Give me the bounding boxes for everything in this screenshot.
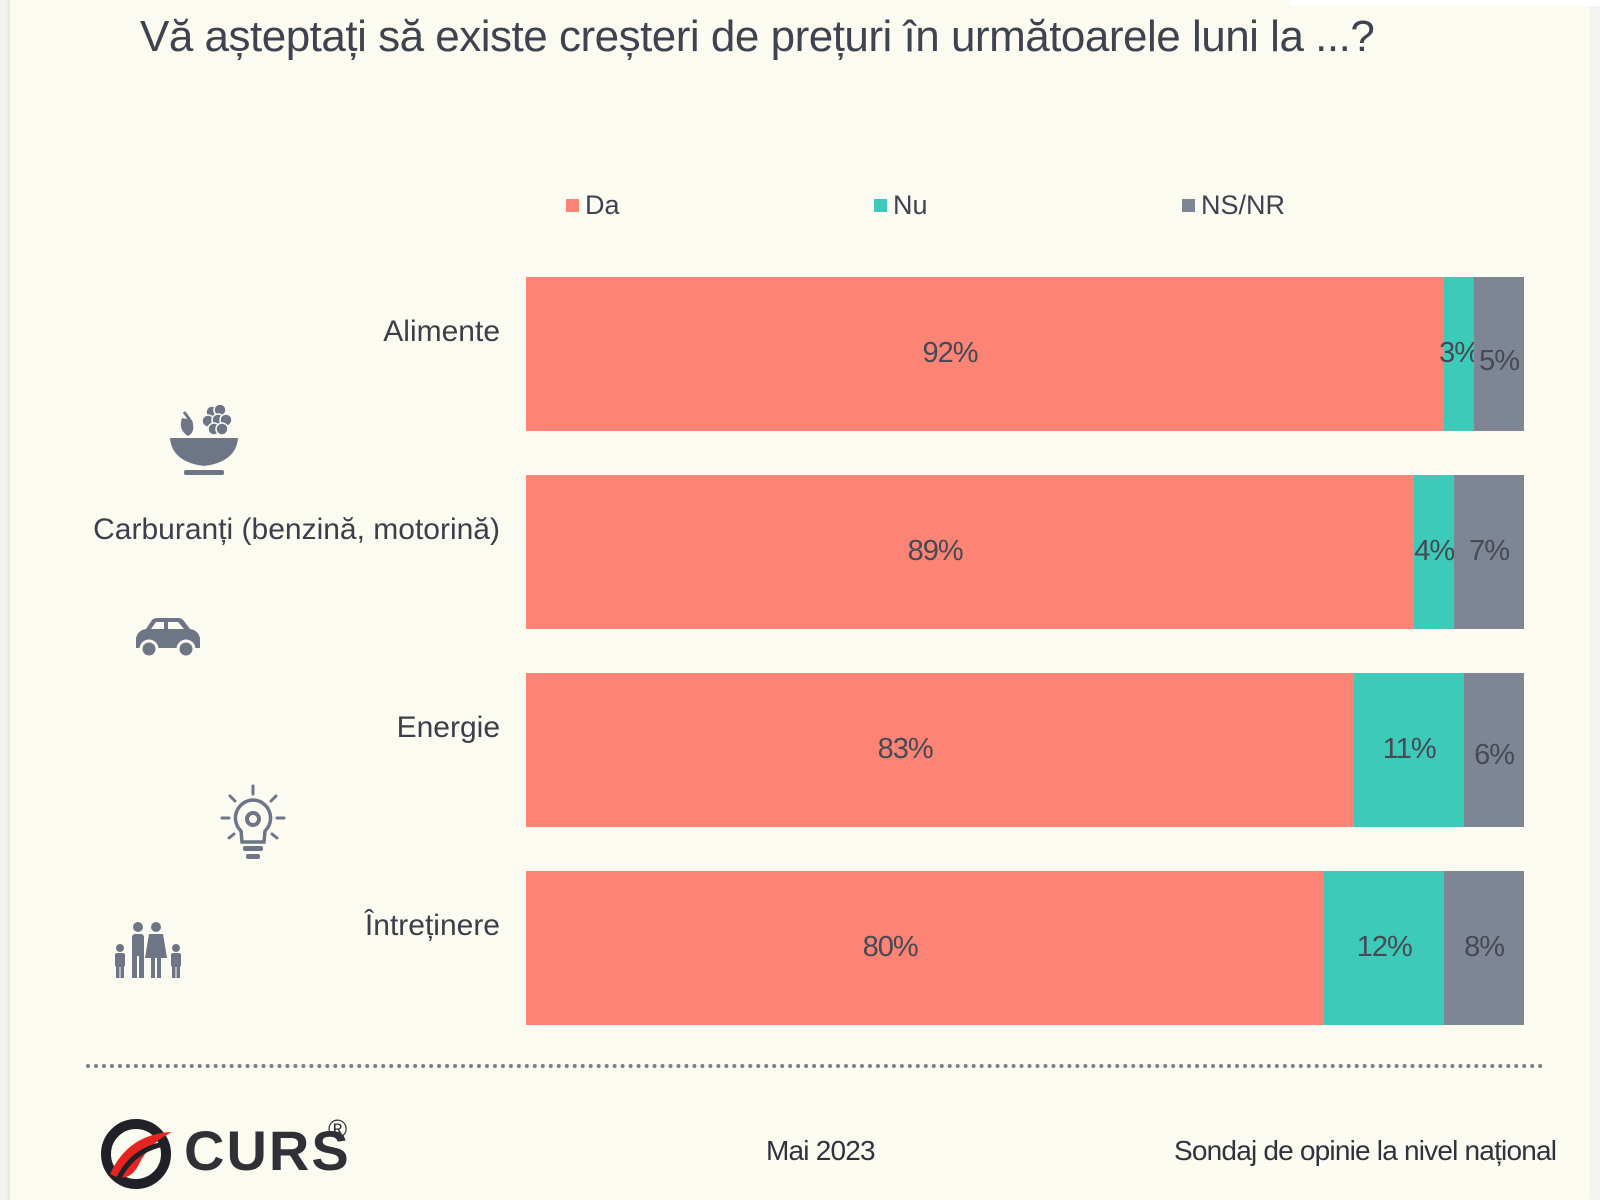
bar-segment [526,673,1355,827]
legend-item-0: Da [566,190,620,221]
bar-row: 89% 4% 7% [526,475,1524,629]
logo-registered-mark: ® [328,1114,348,1144]
bar-segment [1464,673,1524,827]
legend-item-2: NS/NR [1182,190,1285,221]
category-label: Alimente [383,315,500,348]
data-label: 11% [1382,733,1437,765]
legend-item-1: Nu [874,190,928,221]
bar-segment [1454,475,1524,629]
legend-swatch [874,199,887,212]
category-label: Întreținere [364,909,500,942]
bar-segment [1474,277,1524,431]
bar-segment [1324,871,1445,1025]
bar-segment [526,475,1415,629]
bar-segment [1354,673,1465,827]
data-label: 92% [922,337,979,369]
car-icon [136,618,200,659]
bar-segment [1444,871,1524,1025]
data-label: 7% [1469,535,1510,567]
curs-logo-icon [101,1119,172,1189]
data-label: 3% [1439,337,1480,369]
category-label: Carburanți (benzină, motorină) [93,513,500,546]
bar-segment [526,277,1445,431]
data-label: 80% [862,931,919,963]
legend-label: NS/NR [1201,190,1286,220]
bar-row: 80% 12% 8% [526,871,1524,1025]
data-label: 5% [1479,345,1520,377]
legend-swatch [566,199,579,212]
survey-note: Sondaj de opinie la nivel național [1174,1135,1557,1166]
data-label: 83% [877,733,934,765]
data-label: 6% [1474,739,1515,771]
data-label: 4% [1414,535,1455,567]
logo-text: CURS [184,1119,351,1182]
bar-segment [1444,277,1475,431]
data-label: 89% [907,535,964,567]
lightbulb-gear-icon [220,784,286,859]
bar-segment [1414,475,1455,629]
category-label: Energie [396,711,500,744]
data-label: 12% [1356,931,1413,963]
fruit-bowl-icon [170,403,238,475]
top-strip [1290,0,1600,6]
bar-segment [526,871,1325,1025]
bar-row: 83% 11% 6% [526,673,1524,827]
footer-divider [86,1064,1544,1068]
family-icon [115,922,181,978]
bar-row: 92% 3% 5% [526,277,1524,431]
survey-date: Mai 2023 [766,1135,876,1166]
legend-label: Da [585,190,620,220]
chart-title: Vă așteptați să existe creșteri de prețu… [140,12,1375,61]
legend-swatch [1182,199,1195,212]
data-label: 8% [1464,931,1505,963]
legend-label: Nu [893,190,928,220]
